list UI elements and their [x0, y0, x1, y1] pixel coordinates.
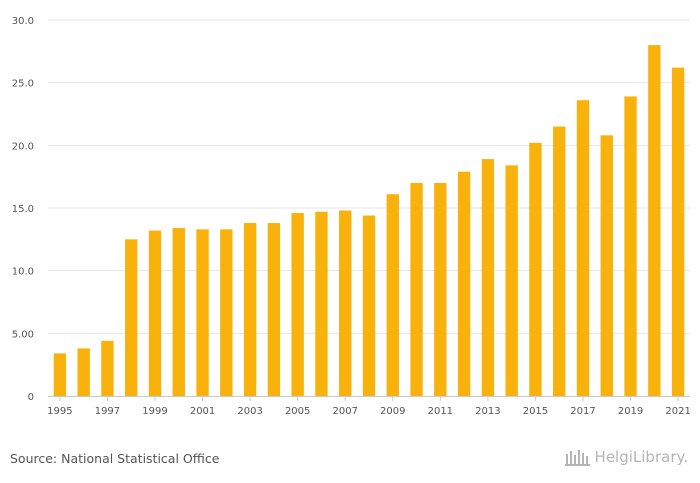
x-tick-label: 1999 — [142, 406, 167, 417]
bar-2001 — [196, 229, 209, 396]
bar-2007 — [339, 210, 352, 396]
bar-1995 — [53, 353, 67, 396]
y-tick-label: 5.00 — [12, 329, 34, 340]
x-tick-label: 2005 — [285, 406, 310, 417]
library-icon — [564, 448, 591, 466]
x-tick-label: 2011 — [428, 406, 453, 417]
bar-2008 — [362, 215, 376, 396]
y-tick-label: 10.0 — [12, 267, 34, 278]
bar-2010 — [410, 182, 423, 396]
bar-2005 — [291, 213, 304, 396]
bar-1997 — [101, 340, 114, 396]
bar-2017 — [576, 100, 590, 397]
x-tick-label: 2013 — [475, 406, 500, 417]
bar-2014 — [505, 165, 518, 396]
bar-2011 — [434, 182, 447, 396]
bar-1996 — [77, 348, 90, 396]
x-tick-label: 2019 — [618, 406, 643, 417]
bar-1999 — [148, 230, 162, 396]
source-note: Source: National Statistical Office — [10, 451, 220, 466]
x-tick-label: 1995 — [47, 406, 72, 417]
bar-chart: 0 5.00 10.0 15.0 20.0 25.0 30.0 1995 1997 1999 200… — [12, 16, 691, 417]
bar-2020 — [648, 45, 661, 397]
x-tick-label: 1997 — [95, 406, 120, 417]
y-tick-label: 25.0 — [12, 79, 34, 90]
x-tick-label: 2015 — [523, 406, 548, 417]
bar-2012 — [457, 171, 471, 396]
x-tick-label: 2009 — [380, 406, 405, 417]
bar-2019 — [624, 96, 637, 396]
brand-logo[interactable]: HelgiLibrary. — [564, 448, 688, 466]
bar-2016 — [553, 126, 566, 397]
bar-2015 — [529, 142, 542, 396]
bar-2000 — [172, 228, 185, 396]
x-tick-label: 2007 — [332, 406, 357, 417]
x-tick-label: 2003 — [237, 406, 262, 417]
bar-2009 — [386, 194, 399, 396]
x-tick-label: 2017 — [570, 406, 595, 417]
y-tick-label: 20.0 — [12, 141, 34, 152]
bar-2002 — [220, 229, 233, 396]
bar-2013 — [481, 159, 495, 396]
x-tick-label: 2001 — [190, 406, 215, 417]
bar-2021 — [671, 67, 685, 397]
bar-1998 — [125, 239, 138, 396]
brand-name: HelgiLibrary. — [594, 448, 688, 466]
y-tick-label: 0 — [28, 392, 34, 403]
y-tick-label: 15.0 — [12, 204, 34, 215]
bar-2003 — [243, 223, 257, 396]
bar-2004 — [267, 223, 281, 396]
y-tick-label: 30.0 — [12, 16, 34, 27]
bar-2018 — [600, 135, 613, 396]
bar-2006 — [315, 211, 328, 396]
x-tick-label: 2021 — [665, 406, 690, 417]
